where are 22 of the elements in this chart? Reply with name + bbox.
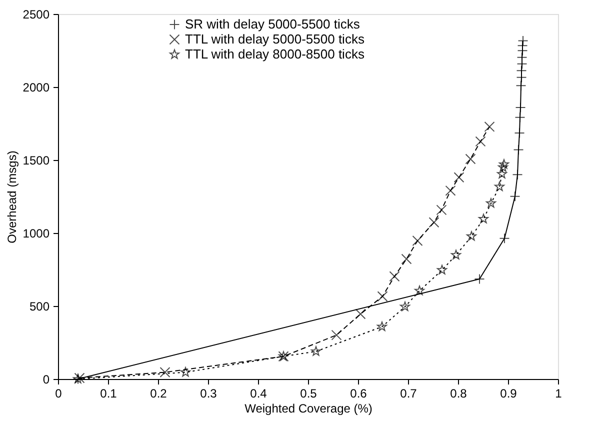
y-axis-title: Overhead (msgs) xyxy=(4,150,19,244)
y-tick-label: 500 xyxy=(29,300,50,314)
x-tick-label: 0.8 xyxy=(450,386,468,400)
y-tick-label: 1500 xyxy=(22,154,50,168)
x-tick-label: 0.2 xyxy=(150,386,168,400)
legend-label: TTL with delay 5000-5500 ticks xyxy=(185,32,365,46)
y-tick-label: 2000 xyxy=(22,80,50,94)
x-tick-label: 1 xyxy=(555,386,562,400)
x-axis-title: Weighted Coverage (%) xyxy=(244,402,372,416)
y-tick-label: 1000 xyxy=(22,226,50,240)
y-tick-label: 0 xyxy=(42,372,50,386)
x-tick-label: 0.4 xyxy=(250,386,268,400)
x-tick-label: 0.6 xyxy=(350,386,368,400)
x-tick-label: 0 xyxy=(55,386,62,400)
x-tick-label: 0.9 xyxy=(500,386,518,400)
y-tick-label: 2500 xyxy=(22,8,50,22)
x-tick-label: 0.5 xyxy=(300,386,318,400)
legend-label: SR with delay 5000-5500 ticks xyxy=(185,16,360,32)
x-tick-label: 0.1 xyxy=(100,386,118,400)
x-tick-label: 0.7 xyxy=(400,386,418,400)
x-tick-label: 0.3 xyxy=(200,386,218,400)
legend-label: TTL with delay 8000-8500 ticks xyxy=(185,46,365,62)
